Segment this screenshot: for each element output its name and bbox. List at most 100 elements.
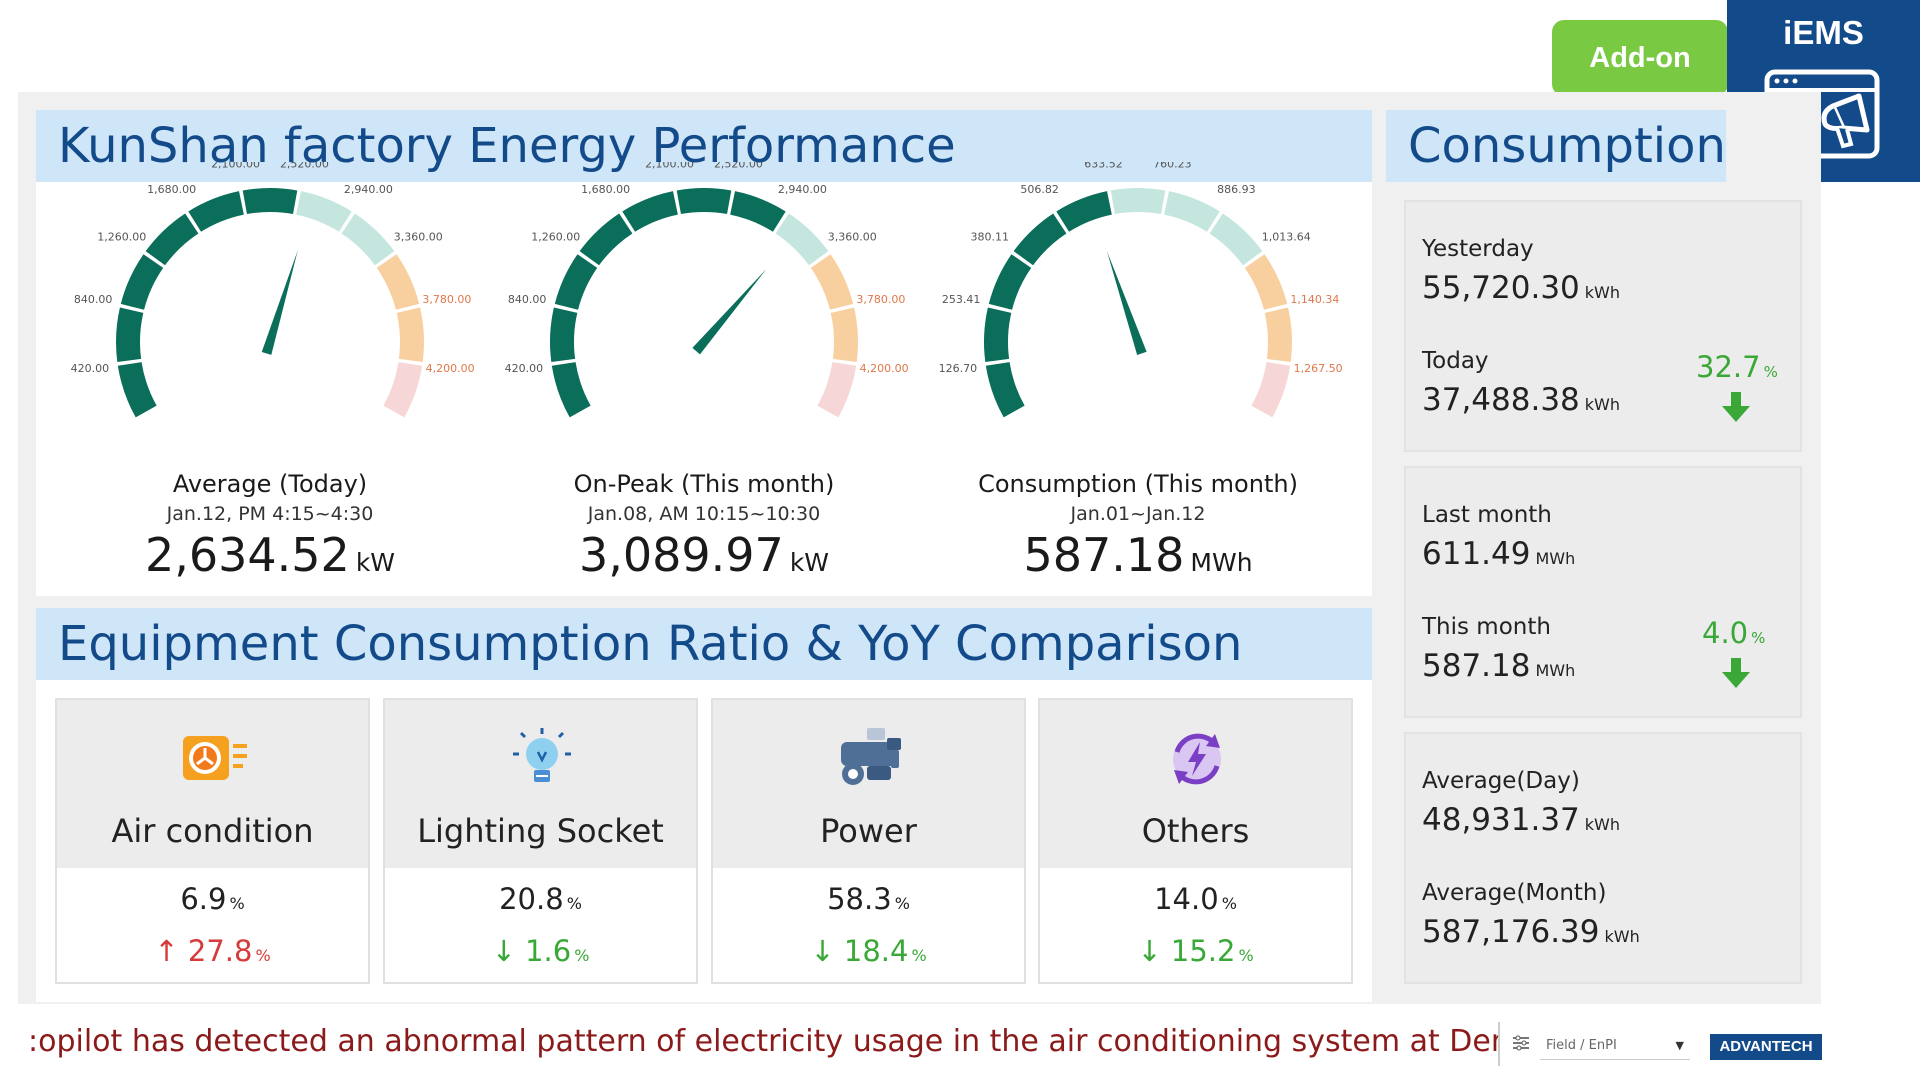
gauge-label: Consumption (This month) <box>978 470 1298 498</box>
gauge-segment <box>775 213 829 266</box>
gauge-dial-0: 0420.00840.001,260.001,680.002,100.002,5… <box>71 162 475 418</box>
equipment-card-lighting-socket[interactable]: Lighting Socket 20.8% ↓ 1.6% <box>383 698 698 984</box>
gauge-needle <box>261 250 298 355</box>
gauge-tick-label: 2,520.00 <box>280 162 329 170</box>
gauge-segment <box>1264 307 1292 363</box>
gauge-value: 3,089.97 kW <box>578 528 830 582</box>
gauge-tick-label: 1,140.34 <box>1290 293 1339 306</box>
last-month-value: 611.49 MWh <box>1422 536 1576 572</box>
average-day-value: 48,931.37 kWh <box>1422 802 1621 838</box>
equipment-yoy: ↑ 27.8% <box>154 934 271 968</box>
gauge-segment <box>383 361 423 418</box>
consumption-card-average: Average(Day) 48,931.37 kWh Average(Month)… <box>1404 732 1802 984</box>
gauge-period: Jan.08, AM 10:15~10:30 <box>587 503 821 525</box>
equipment-card-air-condition[interactable]: Air condition 6.9% ↑ 27.8% <box>55 698 370 984</box>
gauge-tick-label: 420.00 <box>505 362 544 375</box>
gauge-segment <box>295 191 352 232</box>
gauge-tick-label: 3,780.00 <box>422 293 471 306</box>
equipment-name: Others <box>1141 812 1250 850</box>
gauge-tick-label: 840.00 <box>74 293 113 306</box>
gauge-tick-label: 253.41 <box>942 293 981 306</box>
gauge-tick-label: 3,360.00 <box>828 230 877 243</box>
gauge-tick-label: 1,260.00 <box>97 230 146 243</box>
gauge-tick-label: 2,100.00 <box>211 162 260 170</box>
equipment-name: Power <box>820 812 917 850</box>
equipment-name: Lighting Socket <box>417 812 664 850</box>
gauge-segment <box>116 307 144 363</box>
gauge-tick-label: 2,940.00 <box>344 183 393 196</box>
gauge-segment <box>1056 191 1113 232</box>
filter-icon[interactable] <box>1512 1034 1530 1052</box>
today-label-text: Today <box>1422 348 1489 374</box>
average-month-label: Average(Month) <box>1422 880 1607 906</box>
gauge-tick-label: 1,013.64 <box>1262 230 1311 243</box>
gauge-tick-label: 3,780.00 <box>856 293 905 306</box>
average-month-value: 587,176.39 kWh <box>1422 914 1640 950</box>
gauge-segment <box>188 191 245 232</box>
gauge-segment <box>1163 191 1220 232</box>
gauge-segment <box>988 254 1032 311</box>
iems-title: iEMS <box>1783 14 1864 51</box>
gauge-tick-label: 2,940.00 <box>778 183 827 196</box>
gauge-segment <box>830 307 858 363</box>
gauge-segment <box>1013 213 1067 266</box>
gauge-segment <box>145 213 199 266</box>
performance-panel <box>36 182 1372 596</box>
gauge-segment <box>729 191 786 232</box>
gauge-value: 587.18 MWh <box>1023 528 1253 582</box>
gauge-period: Jan.01~Jan.12 <box>1070 503 1206 525</box>
gauge-segment <box>810 254 854 311</box>
chevron-down-icon: ▼ <box>1675 1039 1684 1052</box>
day-change: 32.7% <box>1696 350 1778 384</box>
this-month-value: 587.18 MWh <box>1422 648 1576 684</box>
consumption-card-day: Yesterday 55,720.30 kWh Today 37,488.38 kW… <box>1404 200 1802 452</box>
performance-title: KunShan factory Energy Performance <box>36 110 1372 182</box>
last-month-label: Last month <box>1422 502 1552 528</box>
gauge-value: 2,634.52 kW <box>144 528 396 582</box>
yesterday-label: Yesterday <box>1422 236 1534 262</box>
addon-badge[interactable]: Add-on <box>1552 20 1728 96</box>
gauge-dial-1: 0420.00840.001,260.001,680.002,100.002,5… <box>505 162 909 418</box>
gauge-dial-2: 0126.70253.41380.11506.82633.52760.23886… <box>939 162 1343 418</box>
equipment-card-power[interactable]: Power 58.3% ↓ 18.4% <box>711 698 1026 984</box>
others-energy-icon <box>1173 733 1221 785</box>
gauge-segment <box>579 213 633 266</box>
gauge-tick-label: 1,680.00 <box>147 183 196 196</box>
advantech-logo: ADVANTECH <box>1710 1034 1822 1060</box>
gauge-tick-label: 840.00 <box>508 293 547 306</box>
gauge-segment <box>396 307 424 363</box>
alert-ticker[interactable]: :opilot has detected an abnormal pattern… <box>18 1014 1498 1080</box>
gauge-tick-label: 4,200.00 <box>860 362 909 375</box>
equipment-title: Equipment Consumption Ratio & YoY Compar… <box>36 608 1372 680</box>
equipment-name: Air condition <box>111 812 314 850</box>
gauge-segment <box>676 188 732 215</box>
gauge-segment <box>1209 213 1263 266</box>
gauge-segment <box>551 361 591 418</box>
power-machine-icon <box>841 728 901 785</box>
consumption-card-month: Last month 611.49 MWh This month 587.18 MW… <box>1404 466 1802 718</box>
average-day-label: Average(Day) <box>1422 768 1580 794</box>
gauge-tick-label: 4,200.00 <box>426 362 475 375</box>
gauge-segment <box>554 254 598 311</box>
gauge-segment <box>242 188 298 215</box>
gauge-segment <box>1110 188 1166 215</box>
gauge-segment <box>1251 361 1291 418</box>
gauge-tick-label: 1,260.00 <box>531 230 580 243</box>
gauge-segment <box>120 254 164 311</box>
gauge-tick-label: 2,520.00 <box>714 162 763 170</box>
equipment-yoy: ↓ 1.6% <box>491 934 590 968</box>
gauge-tick-label: 1,267.50 <box>1294 362 1343 375</box>
field-enpi-select[interactable]: Field / EnPI ▼ <box>1540 1032 1690 1060</box>
equipment-card-others[interactable]: Others 14.0% ↓ 15.2% <box>1038 698 1353 984</box>
gauge-period: Jan.12, PM 4:15~4:30 <box>166 503 374 525</box>
gauge-tick-label: 2,100.00 <box>645 162 694 170</box>
gauge-tick-label: 3,360.00 <box>394 230 443 243</box>
this-month-label: This month <box>1422 614 1551 640</box>
equipment-ratio: 58.3% <box>827 882 910 916</box>
gauge-needle <box>1106 251 1147 355</box>
gauge-segment <box>817 361 857 418</box>
equipment-yoy: ↓ 15.2% <box>1137 934 1254 968</box>
gauge-tick-label: 420.00 <box>71 362 110 375</box>
today-value: 37,488.38 kWh <box>1422 382 1621 418</box>
gauge-segment <box>117 361 157 418</box>
